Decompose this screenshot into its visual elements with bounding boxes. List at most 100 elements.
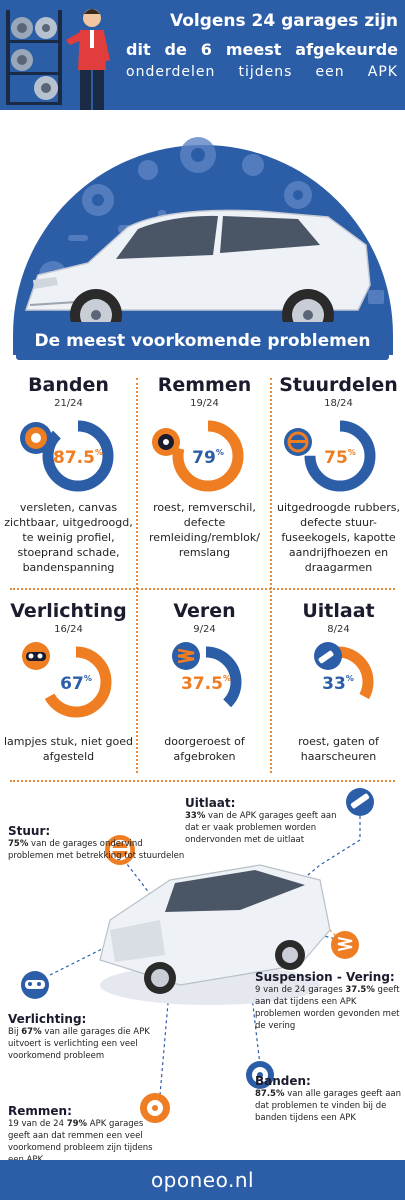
detail-text: 75% van de garages ondervind problemen m… xyxy=(8,839,185,861)
stat-remmen-desc-wrap: roest, remverschil, defecte remleiding/r… xyxy=(137,494,272,560)
grid-divider xyxy=(10,780,395,782)
spring-icon xyxy=(172,642,200,670)
spring-icon xyxy=(331,931,359,959)
detail-text: 33% van de APK garages geeft aan dat er … xyxy=(185,811,337,845)
donut-arc xyxy=(172,420,244,492)
percent-sign: % xyxy=(84,674,92,683)
donut-arc xyxy=(40,646,112,718)
detail-title: Verlichting: xyxy=(8,1012,87,1026)
tire-icon xyxy=(246,1061,274,1089)
mechanic-illustration xyxy=(6,9,110,110)
detail-stuur: Stuur: 75% van de garages ondervind prob… xyxy=(8,824,188,862)
svg-text:37.5%: 37.5% xyxy=(181,674,231,694)
donut-verlichting: 67% xyxy=(22,642,112,718)
grid-divider xyxy=(270,378,272,773)
donut-arc xyxy=(170,646,242,718)
stat-banden: Banden 21/24 xyxy=(1,374,136,409)
stat-percent: 79 xyxy=(192,448,216,468)
detail-title: Suspension - Vering: xyxy=(255,970,395,984)
stat-verlichting-desc-wrap: lampjes stuk, niet goed afgesteld xyxy=(1,728,136,764)
exhaust-icon xyxy=(346,788,374,816)
donut-banden: 87.5% xyxy=(20,420,114,492)
exhaust-icon xyxy=(314,642,342,670)
detail-text: 87.5% van alle garages geeft aan dat pro… xyxy=(255,1089,401,1123)
svg-text:75%: 75% xyxy=(324,448,356,468)
detail-vering: Suspension - Vering: 9 van de 24 garages… xyxy=(255,970,403,1032)
stat-title: Stuurdelen xyxy=(279,374,398,396)
detail-title: Uitlaat: xyxy=(185,796,236,810)
headlight-icon xyxy=(22,642,50,670)
stat-percent: 87.5 xyxy=(53,448,95,468)
stat-banden-desc-wrap: versleten, canvas zichtbaar, uitgedroogd… xyxy=(1,494,136,575)
percent-sign: % xyxy=(216,448,224,457)
header-title: Volgens 24 garages zijn xyxy=(169,11,398,31)
steering-wheel-icon xyxy=(105,835,135,865)
stat-description: uitgedroogde rubbers, defecte stuur-fuse… xyxy=(276,501,401,574)
car-detail-illustration xyxy=(21,788,374,1123)
stat-percent: 37.5 xyxy=(181,674,223,694)
percent-sign: % xyxy=(95,448,103,457)
percent-sign: % xyxy=(223,674,231,683)
stat-count: 18/24 xyxy=(324,398,353,409)
donut-remmen: 79% xyxy=(152,420,244,492)
footer-brand[interactable]: oponeo.nl xyxy=(0,1160,405,1200)
donut-stuurdelen: 75% xyxy=(284,420,376,492)
stat-count: 19/24 xyxy=(190,398,219,409)
stat-count: 8/24 xyxy=(327,624,350,635)
brake-disc-icon xyxy=(152,428,180,456)
svg-text:79%: 79% xyxy=(192,448,224,468)
detail-banden: Banden: 87.5% van alle garages geeft aan… xyxy=(255,1074,403,1124)
donut-veren: 37.5% xyxy=(170,642,242,718)
stat-title: Veren xyxy=(173,600,236,622)
percent-sign: % xyxy=(348,448,356,457)
header-band xyxy=(0,0,405,110)
grid-divider xyxy=(136,378,138,773)
detail-text: 9 van de 24 garages 37.5% geeft aan dat … xyxy=(255,985,400,1031)
detail-verlichting: Verlichting: Bij 67% van alle garages di… xyxy=(8,1012,168,1062)
svg-text:67%: 67% xyxy=(60,674,92,694)
donut-arc xyxy=(304,420,376,492)
stat-count: 21/24 xyxy=(54,398,83,409)
stat-veren-desc-wrap: doorgeroest of afgebroken xyxy=(137,728,272,764)
stat-uitlaat-desc-wrap: roest, gaten of haarscheuren xyxy=(271,728,405,764)
stat-uitlaat: Uitlaat 8/24 xyxy=(271,600,405,635)
percent-sign: % xyxy=(346,674,354,683)
stat-description: versleten, canvas zichtbaar, uitgedroogd… xyxy=(4,501,133,574)
grid-divider xyxy=(10,588,395,590)
stat-description: roest, remverschil, defecte remleiding/r… xyxy=(149,501,260,559)
stat-percent: 33 xyxy=(322,674,346,694)
stat-remmen: Remmen 19/24 xyxy=(137,374,272,409)
stat-title: Uitlaat xyxy=(302,600,375,622)
stat-count: 9/24 xyxy=(193,624,216,635)
detail-title: Banden: xyxy=(255,1074,311,1088)
svg-text:33%: 33% xyxy=(322,674,354,694)
stat-description: lampjes stuk, niet goed afgesteld xyxy=(4,735,133,763)
stat-count: 16/24 xyxy=(54,624,83,635)
donut-uitlaat: 33% xyxy=(302,642,374,718)
stat-description: doorgeroest of afgebroken xyxy=(164,735,245,763)
stat-stuurdelen: Stuurdelen 18/24 xyxy=(271,374,405,409)
detail-title: Remmen: xyxy=(8,1104,72,1118)
stat-title: Verlichting xyxy=(10,600,127,622)
stat-title: Banden xyxy=(28,374,109,396)
stat-title: Remmen xyxy=(157,374,252,396)
headlight-icon xyxy=(21,971,49,999)
detail-text: 19 van de 24 79% APK garages geeft aan d… xyxy=(8,1119,153,1165)
detail-remmen: Remmen: 19 van de 24 79% APK garages gee… xyxy=(8,1104,168,1166)
svg-text:87.5%: 87.5% xyxy=(53,448,103,468)
stat-veren: Veren 9/24 xyxy=(137,600,272,635)
header-subtitle: onderdelen tijdens een APK xyxy=(126,64,398,80)
stat-percent: 67 xyxy=(60,674,84,694)
donut-arc xyxy=(42,420,114,492)
detail-title: Stuur: xyxy=(8,824,51,838)
stat-stuurdelen-desc-wrap: uitgedroogde rubbers, defecte stuur-fuse… xyxy=(271,494,405,575)
stat-description: roest, gaten of haarscheuren xyxy=(298,735,379,763)
tire-icon xyxy=(20,422,52,454)
header-title-line2: dit de 6 meest afgekeurde xyxy=(126,40,398,59)
car-dome-illustration xyxy=(13,137,393,355)
steering-wheel-icon xyxy=(284,428,312,456)
detail-text: Bij 67% van alle garages die APK uitvoer… xyxy=(8,1027,150,1061)
section-banner: De meest voorkomende problemen xyxy=(16,322,389,360)
brake-disc-icon xyxy=(140,1093,170,1123)
stat-verlichting: Verlichting 16/24 xyxy=(1,600,136,635)
